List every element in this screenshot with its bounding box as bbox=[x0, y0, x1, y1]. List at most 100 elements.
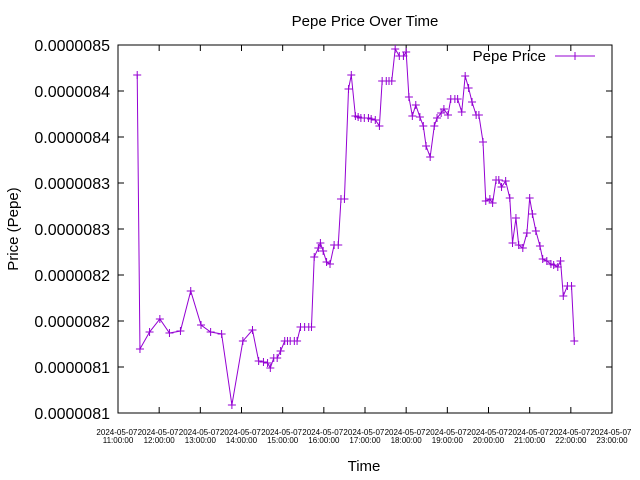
point-marker bbox=[391, 44, 400, 53]
x-tick-label: 2024-05-07 12:00:00 bbox=[138, 428, 181, 445]
point-marker bbox=[197, 321, 206, 330]
x-tick-label: 2024-05-07 20:00:00 bbox=[467, 428, 510, 445]
point-marker bbox=[479, 137, 488, 146]
point-marker bbox=[367, 114, 376, 123]
point-marker bbox=[508, 238, 517, 247]
point-marker bbox=[433, 114, 442, 123]
point-marker bbox=[276, 346, 285, 355]
point-marker bbox=[439, 105, 448, 114]
point-marker bbox=[319, 246, 328, 255]
y-axis-label: Price (Pepe) bbox=[5, 187, 22, 270]
point-marker bbox=[518, 244, 527, 253]
point-marker bbox=[307, 322, 316, 331]
point-marker bbox=[549, 260, 558, 269]
point-marker bbox=[494, 175, 503, 184]
y-tick-label: 0.0000084 bbox=[34, 84, 110, 101]
point-marker bbox=[263, 359, 272, 368]
point-marker bbox=[501, 176, 510, 185]
point-marker bbox=[293, 337, 302, 346]
point-marker bbox=[322, 258, 331, 267]
y-tick-label: 0.0000082 bbox=[34, 314, 110, 331]
point-marker bbox=[387, 76, 396, 85]
y-tick-label: 0.0000081 bbox=[34, 360, 110, 377]
point-marker bbox=[266, 364, 275, 373]
point-marker bbox=[404, 92, 413, 101]
x-tick-label: 2024-05-07 11:00:00 bbox=[96, 428, 139, 445]
x-tick-label: 2024-05-07 22:00:00 bbox=[549, 428, 592, 445]
point-marker bbox=[334, 241, 343, 250]
legend-marker bbox=[571, 52, 579, 60]
point-marker bbox=[326, 260, 335, 269]
point-marker bbox=[145, 328, 154, 337]
point-marker bbox=[419, 121, 428, 130]
point-marker bbox=[259, 358, 268, 367]
point-marker bbox=[375, 121, 384, 130]
y-tick-label: 0.0000082 bbox=[34, 268, 110, 285]
point-marker bbox=[314, 244, 323, 253]
y-tick-label: 0.0000084 bbox=[34, 130, 110, 147]
point-marker bbox=[227, 400, 236, 409]
point-marker bbox=[553, 262, 562, 271]
point-marker bbox=[461, 72, 470, 81]
point-marker bbox=[464, 83, 473, 92]
point-marker bbox=[135, 344, 144, 353]
point-marker bbox=[453, 95, 462, 104]
point-marker bbox=[474, 111, 483, 120]
point-marker bbox=[340, 195, 349, 204]
point-marker bbox=[411, 100, 420, 109]
x-tick-label: 2024-05-07 18:00:00 bbox=[385, 428, 428, 445]
point-marker bbox=[347, 70, 356, 79]
point-marker bbox=[505, 193, 514, 202]
point-marker bbox=[238, 337, 247, 346]
legend-label: Pepe Price bbox=[473, 48, 546, 65]
chart-title: Pepe Price Over Time bbox=[292, 13, 439, 30]
point-marker bbox=[522, 229, 531, 238]
point-marker bbox=[217, 329, 226, 338]
point-marker bbox=[422, 142, 431, 151]
point-marker bbox=[511, 214, 520, 223]
point-marker bbox=[402, 47, 411, 56]
x-tick-label: 2024-05-07 17:00:00 bbox=[343, 428, 386, 445]
point-marker bbox=[514, 241, 523, 250]
point-marker bbox=[133, 70, 142, 79]
point-marker bbox=[430, 121, 439, 130]
point-marker bbox=[415, 113, 424, 122]
point-marker bbox=[444, 111, 453, 120]
point-marker bbox=[481, 197, 490, 206]
point-marker bbox=[254, 357, 263, 366]
x-tick-label: 2024-05-07 16:00:00 bbox=[302, 428, 345, 445]
x-tick-label: 2024-05-07 21:00:00 bbox=[508, 428, 551, 445]
point-marker bbox=[206, 328, 215, 337]
point-marker bbox=[155, 314, 164, 323]
x-tick-label: 2024-05-07 14:00:00 bbox=[220, 428, 263, 445]
point-marker bbox=[468, 98, 477, 107]
point-marker bbox=[248, 326, 257, 335]
point-marker bbox=[525, 193, 534, 202]
point-marker bbox=[176, 327, 185, 336]
point-marker bbox=[186, 287, 195, 296]
point-marker bbox=[570, 337, 579, 346]
point-marker bbox=[316, 238, 325, 247]
point-marker bbox=[371, 115, 380, 124]
point-marker bbox=[535, 242, 544, 251]
point-marker bbox=[310, 252, 319, 261]
point-marker bbox=[528, 210, 537, 219]
x-tick-label: 2024-05-07 23:00:00 bbox=[590, 428, 633, 445]
y-tick-label: 0.0000083 bbox=[34, 222, 110, 239]
point-marker bbox=[567, 282, 576, 291]
point-marker bbox=[273, 353, 282, 362]
point-marker bbox=[559, 291, 568, 300]
point-marker bbox=[556, 257, 565, 266]
y-tick-label: 0.0000083 bbox=[34, 176, 110, 193]
y-tick-label: 0.0000085 bbox=[34, 38, 110, 55]
point-marker bbox=[531, 227, 540, 236]
point-marker bbox=[542, 257, 551, 266]
x-tick-label: 2024-05-07 19:00:00 bbox=[426, 428, 469, 445]
x-axis-label: Time bbox=[348, 458, 381, 475]
point-marker bbox=[344, 84, 353, 93]
point-marker bbox=[165, 329, 174, 338]
point-marker bbox=[488, 198, 497, 207]
point-marker bbox=[538, 254, 547, 263]
point-marker bbox=[399, 52, 408, 61]
